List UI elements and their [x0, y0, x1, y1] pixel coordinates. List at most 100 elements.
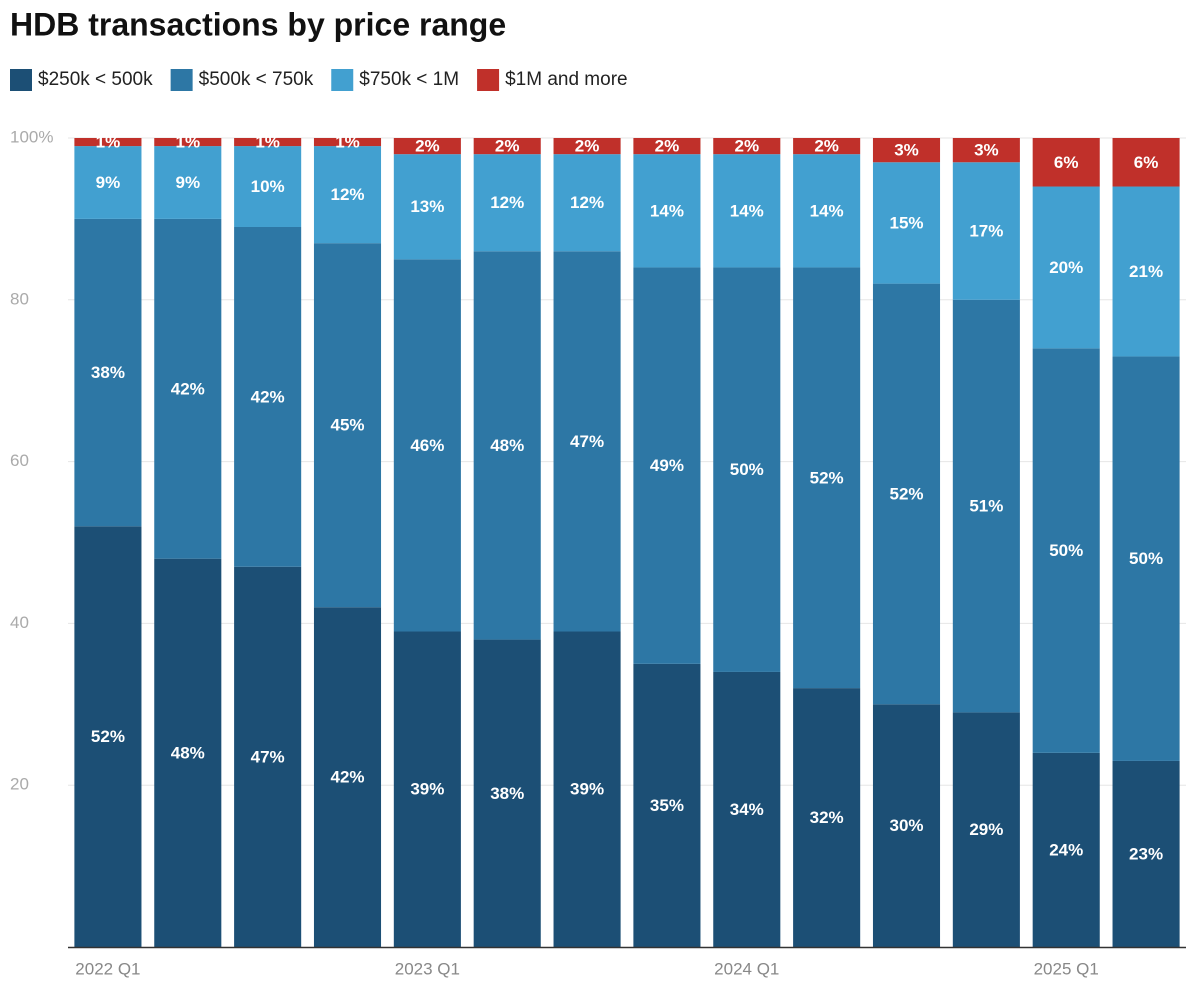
data-label: 6% [1054, 153, 1079, 172]
data-label: 15% [889, 213, 923, 232]
data-label: 50% [1129, 549, 1163, 568]
legend: $250k < 500k $500k < 750k $750k < 1M $1M an… [10, 69, 628, 91]
y-tick-label: 80 [10, 289, 29, 308]
data-label: 42% [330, 768, 364, 787]
bar-segment [793, 267, 861, 689]
bar-segment [313, 607, 382, 947]
bar-segment [234, 566, 302, 947]
bar-segment [234, 138, 302, 147]
bar-segment [393, 259, 461, 632]
x-tick-label: 2024 Q1 [714, 959, 779, 978]
bar-segment [633, 663, 701, 947]
data-label: 38% [91, 363, 125, 382]
data-label: 2% [734, 137, 759, 156]
y-tick-label: 20 [10, 775, 29, 794]
data-label: 14% [730, 201, 764, 220]
data-label: 12% [330, 185, 364, 204]
data-label: 14% [650, 201, 684, 220]
x-tick-label: 2022 Q1 [75, 959, 140, 978]
y-tick-label: 40 [10, 613, 29, 632]
x-tick-label: 2023 Q1 [395, 959, 460, 978]
bar-segment [713, 138, 781, 155]
x-tick-label: 2025 Q1 [1034, 959, 1099, 978]
bar-segment [952, 712, 1020, 947]
data-label: 2% [655, 137, 680, 156]
data-label: 47% [251, 747, 285, 766]
data-label: 1% [335, 133, 360, 152]
data-label: 50% [730, 460, 764, 479]
bar-segment [1112, 760, 1180, 947]
data-label: 20% [1049, 258, 1083, 277]
data-label: 1% [96, 133, 121, 152]
data-label: 45% [330, 416, 364, 435]
bar-segment [1032, 752, 1100, 947]
legend-label: $250k < 500k [38, 69, 153, 90]
bar-segment [313, 243, 382, 608]
bar-segment [473, 154, 541, 252]
legend-label: $1M and more [505, 69, 628, 90]
data-label: 38% [490, 784, 524, 803]
data-label: 9% [175, 173, 200, 192]
data-label: 14% [810, 201, 844, 220]
bar-segment [1032, 138, 1100, 187]
bar-segment [393, 154, 461, 260]
data-label: 42% [251, 387, 285, 406]
data-label: 24% [1049, 840, 1083, 859]
bar-segment [793, 688, 861, 947]
bar-segment [553, 631, 621, 947]
legend-label: $750k < 1M [359, 69, 459, 90]
data-label: 50% [1049, 541, 1083, 560]
bar-segment [1112, 138, 1180, 187]
bar-segment [553, 138, 621, 155]
bar-segment [633, 138, 701, 155]
bar-segment [313, 138, 382, 147]
data-label: 21% [1129, 262, 1163, 281]
bar-segment [473, 639, 541, 947]
data-label: 13% [410, 197, 444, 216]
data-label: 51% [969, 497, 1003, 516]
bar-segment [793, 138, 861, 155]
bar-segment [952, 138, 1020, 163]
data-label: 10% [251, 177, 285, 196]
bar-segment [473, 251, 541, 640]
bar-segment [633, 154, 701, 268]
bar-segment [952, 162, 1020, 300]
bar-segment [872, 162, 941, 284]
data-label: 29% [969, 820, 1003, 839]
data-label: 48% [490, 436, 524, 455]
data-label: 1% [255, 133, 280, 152]
bar-segment [872, 283, 941, 705]
data-label: 2% [495, 137, 520, 156]
data-label: 35% [650, 796, 684, 815]
bar-segment [313, 146, 382, 244]
data-label: 17% [969, 222, 1003, 241]
data-label: 23% [1129, 844, 1163, 863]
bar-segment [1112, 356, 1180, 761]
data-label: 3% [974, 141, 999, 160]
bar-segment [74, 138, 142, 147]
data-label: 42% [171, 379, 205, 398]
data-label: 1% [175, 133, 200, 152]
data-label: 12% [570, 193, 604, 212]
data-label: 9% [96, 173, 121, 192]
bar-segment [473, 138, 541, 155]
data-label: 12% [490, 193, 524, 212]
bar-segment [633, 267, 701, 664]
bar-segment [393, 631, 461, 947]
data-label: 52% [889, 484, 923, 503]
bar-segment [713, 154, 781, 268]
bar-segment [74, 146, 142, 219]
data-label: 6% [1134, 153, 1159, 172]
data-label: 39% [570, 780, 604, 799]
legend-swatch [331, 69, 354, 91]
bar-segment [872, 704, 941, 947]
y-tick-label: 100% [10, 127, 53, 146]
data-label: 48% [171, 743, 205, 762]
data-label: 49% [650, 456, 684, 475]
bar-segment [154, 146, 222, 219]
bar-segment [154, 138, 222, 147]
data-label: 34% [730, 800, 764, 819]
data-label: 2% [814, 137, 839, 156]
bar-segment [713, 671, 781, 947]
